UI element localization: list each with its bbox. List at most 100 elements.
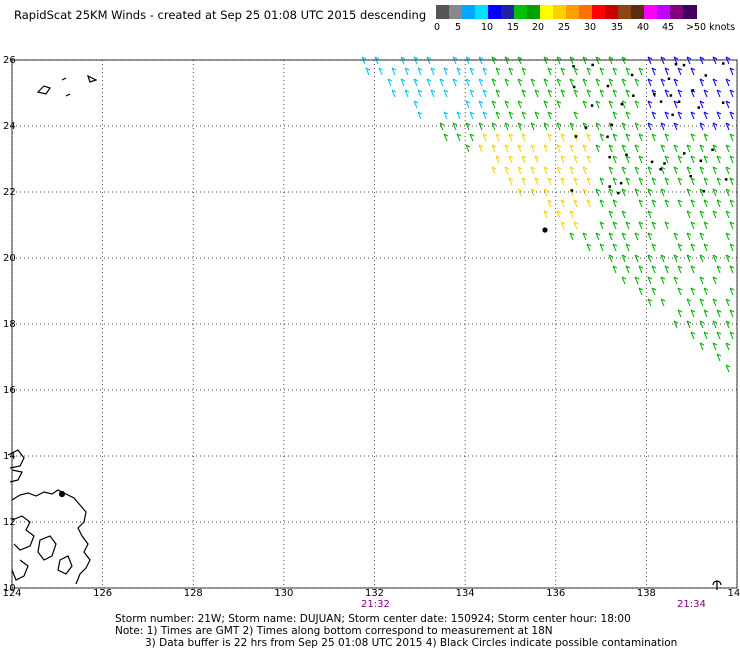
wind-barb	[651, 67, 657, 76]
wind-barb	[599, 67, 605, 76]
wind-barb	[686, 188, 692, 197]
wind-barb	[621, 188, 627, 197]
wind-barb	[703, 199, 709, 208]
wind-barb	[725, 166, 731, 175]
wind-barb	[608, 232, 614, 241]
wind-barb	[725, 78, 731, 87]
wind-barb	[608, 166, 614, 175]
wind-barb	[621, 254, 627, 263]
contamination-marker	[625, 153, 628, 156]
wind-barb	[673, 144, 679, 153]
wind-barb	[729, 199, 735, 208]
footer-note-line: 3) Data buffer is 22 hrs from Sep 25 01:…	[145, 637, 678, 649]
wind-barb	[543, 144, 549, 153]
contamination-marker	[591, 63, 594, 67]
wind-barb	[677, 309, 683, 318]
wind-barb	[673, 122, 679, 131]
contamination-marker	[704, 74, 708, 77]
wind-barb	[521, 67, 527, 76]
wind-barb	[625, 243, 631, 252]
wind-barb	[608, 144, 614, 153]
wind-barb	[634, 188, 640, 197]
footer-storm-info: Storm number: 21W; Storm name: DUJUAN; S…	[115, 613, 631, 625]
wind-barb	[690, 287, 696, 296]
wind-barb	[443, 89, 449, 98]
contamination-marker	[610, 123, 614, 127]
wind-barb	[482, 111, 488, 120]
legend-tick-label: 0	[434, 22, 441, 33]
contamination-marker	[572, 65, 575, 68]
legend-tick-label: 25	[558, 22, 571, 33]
wind-barb	[517, 122, 523, 131]
contamination-marker	[630, 73, 634, 77]
wind-barb	[664, 265, 670, 274]
wind-barb	[621, 232, 627, 241]
wind-barb	[638, 221, 644, 230]
wind-barb	[508, 177, 514, 186]
wind-barb	[582, 78, 588, 87]
legend-swatch	[449, 5, 463, 19]
wind-barb	[621, 276, 627, 285]
legend-tick-label: 10	[481, 22, 494, 33]
contamination-marker	[677, 100, 681, 103]
contamination-marker	[659, 100, 663, 103]
wind-barb	[664, 221, 670, 230]
wind-barb	[586, 67, 592, 76]
wind-barb	[495, 67, 501, 76]
wind-barb	[712, 166, 718, 175]
wind-barb	[638, 287, 644, 296]
wind-barb	[638, 199, 644, 208]
wind-barb	[482, 67, 488, 76]
wind-barb	[703, 243, 709, 252]
wind-barb	[690, 177, 696, 186]
wind-barb	[690, 243, 696, 252]
wind-barb	[612, 221, 618, 230]
contamination-marker	[608, 185, 611, 188]
wind-barb	[478, 100, 484, 109]
contamination-circle	[58, 490, 66, 498]
wind-barb	[586, 133, 592, 142]
wind-barb	[478, 56, 484, 65]
wind-barb	[651, 265, 657, 274]
contamination-marker	[682, 63, 686, 67]
wind-barb	[517, 144, 523, 153]
wind-barb	[595, 56, 601, 65]
wind-barb	[725, 254, 731, 263]
wind-barb	[599, 221, 605, 230]
contamination-marker	[619, 181, 623, 185]
wind-barb	[543, 210, 549, 219]
wind-barb	[647, 188, 653, 197]
contamination-marker	[659, 167, 662, 171]
wind-barb	[586, 243, 592, 252]
wind-barb	[365, 67, 371, 76]
wind-barb	[534, 177, 540, 186]
wind-barb	[703, 89, 709, 98]
time-label-end: 21:34	[677, 599, 706, 610]
wind-barb	[634, 122, 640, 131]
wind-barb	[547, 67, 553, 76]
wind-barb	[530, 166, 536, 175]
wind-barb	[716, 155, 722, 164]
wind-barb	[569, 78, 575, 87]
wind-barb	[690, 155, 696, 164]
legend-tick-label: 5	[455, 22, 462, 33]
latitude-label: 14	[3, 451, 16, 462]
wind-speed-legend: 0 5 10 15 20 25 30 35 40 45 >50 knots	[434, 5, 735, 37]
wind-barb	[703, 221, 709, 230]
contamination-marker	[606, 84, 610, 88]
wind-barb	[582, 166, 588, 175]
legend-swatch	[631, 5, 645, 19]
wind-barb	[651, 133, 657, 142]
legend-swatch	[553, 5, 567, 19]
wind-barb	[465, 78, 471, 87]
wind-barb	[647, 166, 653, 175]
wind-barb	[725, 144, 731, 153]
wind-barb	[712, 122, 718, 131]
wind-barb	[699, 144, 705, 153]
wind-barb	[543, 188, 549, 197]
longitude-label: 134	[456, 588, 475, 599]
wind-barb	[521, 111, 527, 120]
wind-barb	[729, 287, 735, 296]
wind-barb	[599, 133, 605, 142]
wind-barb	[443, 133, 449, 142]
